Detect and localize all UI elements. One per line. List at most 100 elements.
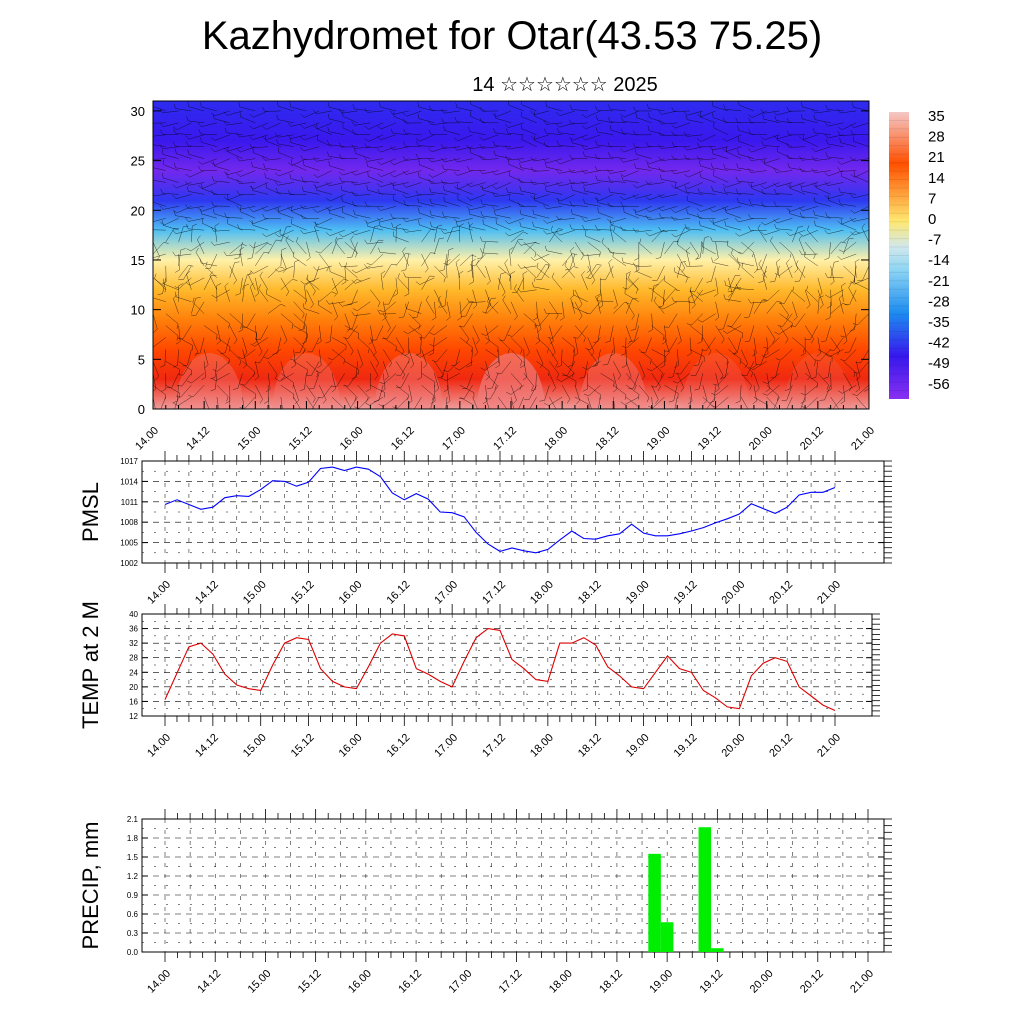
wind-barb [370, 289, 381, 303]
wind-barb [625, 301, 635, 316]
wind-barb [266, 294, 281, 302]
wind-barb-flag [748, 213, 751, 219]
wind-barb-flag [800, 114, 803, 120]
wind-barb-flag [252, 341, 258, 345]
wind-barb [725, 182, 742, 188]
wind-barb [587, 397, 592, 409]
wind-barb-flag [686, 353, 692, 357]
wind-barb [657, 265, 665, 281]
wind-barb-flag [706, 281, 712, 283]
wind-barb-flag [671, 107, 675, 112]
wind-barb-flag [568, 119, 572, 125]
wind-barb [869, 409, 882, 418]
wind-barb [585, 122, 601, 130]
wind-barb [217, 361, 230, 372]
wind-barb [483, 134, 499, 141]
wind-barb [610, 192, 627, 195]
wind-barb-flag [289, 137, 292, 143]
wind-barb-flag [633, 106, 636, 112]
wind-barb-flag [262, 213, 266, 219]
wind-barb [306, 242, 311, 258]
wind-barb [470, 349, 473, 366]
wind-barb [331, 396, 344, 409]
wind-barb-flag [781, 399, 787, 401]
wind-barb-flag [671, 141, 675, 147]
wind-barb-flag [663, 299, 665, 305]
wind-barb [613, 289, 618, 306]
wind-barb [775, 361, 780, 377]
wind-barb [175, 108, 192, 112]
wind-barb-flag [570, 246, 575, 251]
wind-barb-flag [431, 317, 437, 321]
wind-barb-flag [837, 166, 841, 172]
wind-barb [177, 349, 179, 366]
wind-barb-flag [522, 376, 528, 381]
wind-barb-flag [378, 247, 381, 253]
x-tick-label: 17.12 [480, 579, 508, 607]
wind-barb [651, 397, 654, 409]
wind-barb-flag [856, 376, 861, 381]
wind-barb-flag [730, 248, 734, 254]
wind-barb-flag [392, 406, 398, 409]
wind-barb-flag [134, 134, 137, 138]
wind-barb-flag [163, 241, 169, 244]
wind-barb-flag [372, 352, 377, 357]
wind-barb [827, 182, 844, 186]
wind-barb-flag [147, 155, 150, 159]
wind-barb [623, 211, 639, 219]
wind-barb [379, 252, 396, 255]
wind-barb-flag [629, 424, 632, 428]
wind-barb [304, 110, 320, 118]
wind-barb-flag [638, 422, 643, 423]
wind-barb [171, 373, 179, 388]
x-tick-label: 20.00 [748, 968, 776, 996]
wind-barb [267, 239, 277, 255]
wind-barb [318, 349, 322, 366]
wind-barb-flag [608, 187, 611, 193]
wind-barb-flag [633, 130, 636, 136]
wind-barb-flag [567, 364, 573, 368]
wind-barb [516, 277, 525, 293]
wind-barb-flag [480, 199, 483, 205]
wind-barb [303, 191, 320, 195]
wind-barb [828, 361, 831, 378]
wind-barb-flag [239, 360, 242, 366]
wind-barb-flag [710, 236, 713, 242]
wind-barb-flag [469, 264, 475, 267]
wind-barb-flag [429, 210, 432, 216]
wind-barb [303, 217, 320, 220]
wind-barb [294, 349, 307, 361]
wind-barb [201, 142, 217, 147]
x-tick-label: 16.12 [384, 579, 412, 607]
wind-barb-flag [223, 120, 227, 126]
wind-barb [558, 217, 575, 221]
wind-barb [738, 141, 755, 147]
wind-barb [433, 337, 435, 354]
wind-barb [191, 298, 197, 314]
wind-barb [740, 361, 753, 373]
wind-barb [815, 182, 831, 188]
wind-barb [664, 325, 667, 342]
wind-barb-flag [683, 146, 688, 151]
wind-barb-flag [613, 388, 618, 393]
x-tick-label: 19.00 [624, 579, 652, 607]
wind-barb-flag [761, 201, 764, 207]
wind-barb-flag [417, 113, 420, 119]
wind-barb-flag [415, 281, 420, 285]
wind-barb-flag [175, 148, 177, 154]
wind-barb [280, 384, 295, 395]
wind-barb [192, 384, 205, 397]
wind-barb-flag [458, 326, 464, 328]
wind-barb [840, 203, 857, 207]
wind-barb [686, 228, 703, 231]
wind-barb-flag [236, 179, 240, 184]
wind-barb-flag [583, 198, 585, 204]
wind-barb-flag [445, 400, 451, 405]
wind-barb [521, 128, 537, 136]
wind-barb-flag [418, 324, 421, 330]
wind-barb-flag [338, 142, 342, 148]
wind-barb [227, 151, 243, 159]
wind-barb-flag [684, 185, 689, 189]
wind-barb [713, 127, 729, 136]
wind-barb [508, 229, 524, 237]
